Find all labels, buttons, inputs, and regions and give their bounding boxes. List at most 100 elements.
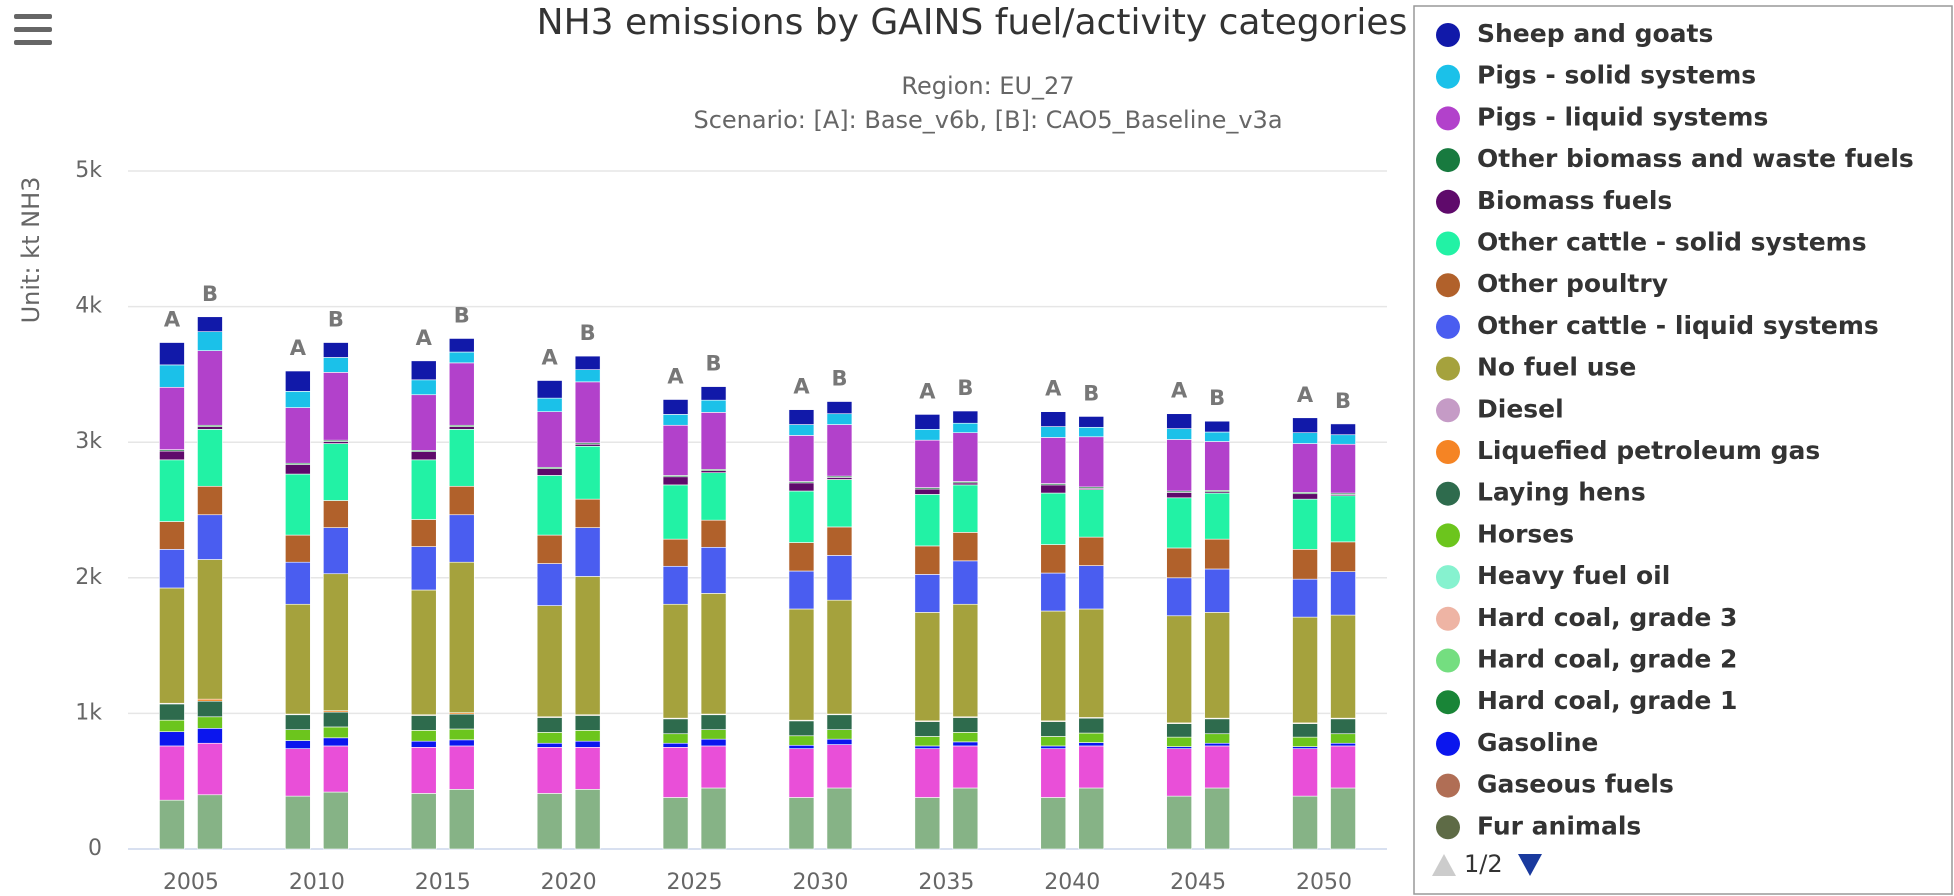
bar-segment xyxy=(323,573,349,711)
bar-segment xyxy=(1040,492,1067,545)
stack-label: B xyxy=(1335,389,1351,413)
y-tick-label: 4k xyxy=(75,294,102,319)
bar-segment xyxy=(700,546,727,594)
bar-segment xyxy=(448,728,475,741)
stack-label: B xyxy=(831,367,847,391)
bar-segment xyxy=(662,424,689,476)
bar-segment xyxy=(1078,717,1105,734)
menu-bar xyxy=(14,14,52,19)
bar-segment xyxy=(410,459,437,520)
bar-segment xyxy=(952,560,979,605)
bar-segment xyxy=(448,514,475,563)
bar-segment xyxy=(662,742,689,748)
stack-label: B xyxy=(706,352,722,376)
legend-box xyxy=(1413,5,1953,895)
chart-subtitle: Region: EU_27 xyxy=(901,72,1074,100)
legend-page-down[interactable] xyxy=(1518,854,1542,876)
legend-page-up[interactable] xyxy=(1432,854,1456,876)
bar-segment xyxy=(788,409,815,425)
bar-segment xyxy=(410,740,437,748)
bar-segment xyxy=(1330,745,1356,789)
bar-segment xyxy=(536,717,563,733)
bar-segment xyxy=(323,342,349,358)
bar-segment xyxy=(914,748,941,798)
chart-subtitle: Scenario: [A]: Base_v6b, [B]: CAO5_Basel… xyxy=(693,106,1282,134)
bar-segment xyxy=(285,370,311,392)
bar-segment xyxy=(788,748,815,798)
bar-segment xyxy=(159,799,185,850)
y-tick-label: 5k xyxy=(75,158,102,183)
bar-segment xyxy=(788,542,815,572)
bar-segment xyxy=(448,362,475,426)
bar-segment xyxy=(285,534,311,563)
legend-symbol xyxy=(1436,64,1460,89)
menu-icon[interactable] xyxy=(14,14,52,45)
y-tick-label: 2k xyxy=(75,565,102,590)
bar-segment xyxy=(952,532,979,562)
bar-segment xyxy=(700,593,727,715)
bar-segment xyxy=(197,794,223,850)
bar-segment xyxy=(952,787,979,850)
bar-segment xyxy=(700,787,727,850)
bar-segment xyxy=(1078,745,1105,789)
bar-segment xyxy=(1166,439,1192,492)
bar-segment xyxy=(952,745,979,789)
stack-label: A xyxy=(290,336,307,360)
legend-symbol xyxy=(1436,148,1460,173)
bar-segment xyxy=(448,561,475,714)
bar-segment xyxy=(662,538,689,567)
bar-segment xyxy=(1204,718,1230,735)
legend-symbol xyxy=(1436,606,1460,631)
bar-segment xyxy=(788,744,815,749)
bar-segment xyxy=(1166,492,1192,499)
bar-segment xyxy=(1292,578,1318,618)
bar-segment xyxy=(1292,417,1318,434)
legend-label: Other biomass and waste fuels xyxy=(1477,144,1914,173)
bar-segment xyxy=(1166,615,1192,724)
bar-segment xyxy=(1078,742,1105,747)
bar-segment xyxy=(1330,541,1356,572)
bar-segment xyxy=(574,445,601,500)
bar-segment xyxy=(914,545,941,575)
bar-segment xyxy=(448,789,475,850)
bar-segment xyxy=(826,714,853,730)
legend-label: Gasoline xyxy=(1477,728,1598,757)
bar-segment xyxy=(1204,612,1230,719)
bar-segment xyxy=(197,316,223,332)
stack-label: A xyxy=(542,346,559,370)
bar-segment xyxy=(323,443,349,501)
legend-symbol xyxy=(1436,273,1460,298)
bar-segment xyxy=(952,482,979,486)
bar-segment xyxy=(197,514,223,560)
bar-segment xyxy=(448,426,475,430)
bar-segment xyxy=(788,608,815,721)
bar-segment xyxy=(826,413,853,425)
legend-symbol xyxy=(1436,565,1460,590)
bar-segment xyxy=(826,526,853,556)
bar-segment xyxy=(1292,795,1318,850)
bar-segment xyxy=(285,561,311,605)
bar-segment xyxy=(700,738,727,747)
bar-segment xyxy=(410,546,437,591)
bar-segment xyxy=(788,735,815,746)
bar-segment xyxy=(788,482,815,492)
bar-segment xyxy=(574,369,601,383)
stack-label: A xyxy=(164,308,181,332)
bar-segment xyxy=(1292,736,1318,747)
bar-segment xyxy=(826,479,853,528)
bar-segment xyxy=(700,412,727,470)
bar-segment xyxy=(1330,742,1356,747)
bar-segment xyxy=(1040,721,1067,737)
bar-segment xyxy=(700,472,727,521)
bar-segment xyxy=(700,714,727,730)
bar-segment xyxy=(1040,426,1067,438)
bar-segment xyxy=(197,429,223,487)
legend-symbol xyxy=(1436,815,1460,840)
bar-segment xyxy=(952,741,979,747)
bar-segment xyxy=(788,797,815,850)
bar-segment xyxy=(323,357,349,373)
bar-segment xyxy=(1166,577,1192,617)
bar-segment xyxy=(1078,416,1105,428)
bar-segment xyxy=(536,732,563,744)
legend-label: Pigs - solid systems xyxy=(1477,61,1756,90)
